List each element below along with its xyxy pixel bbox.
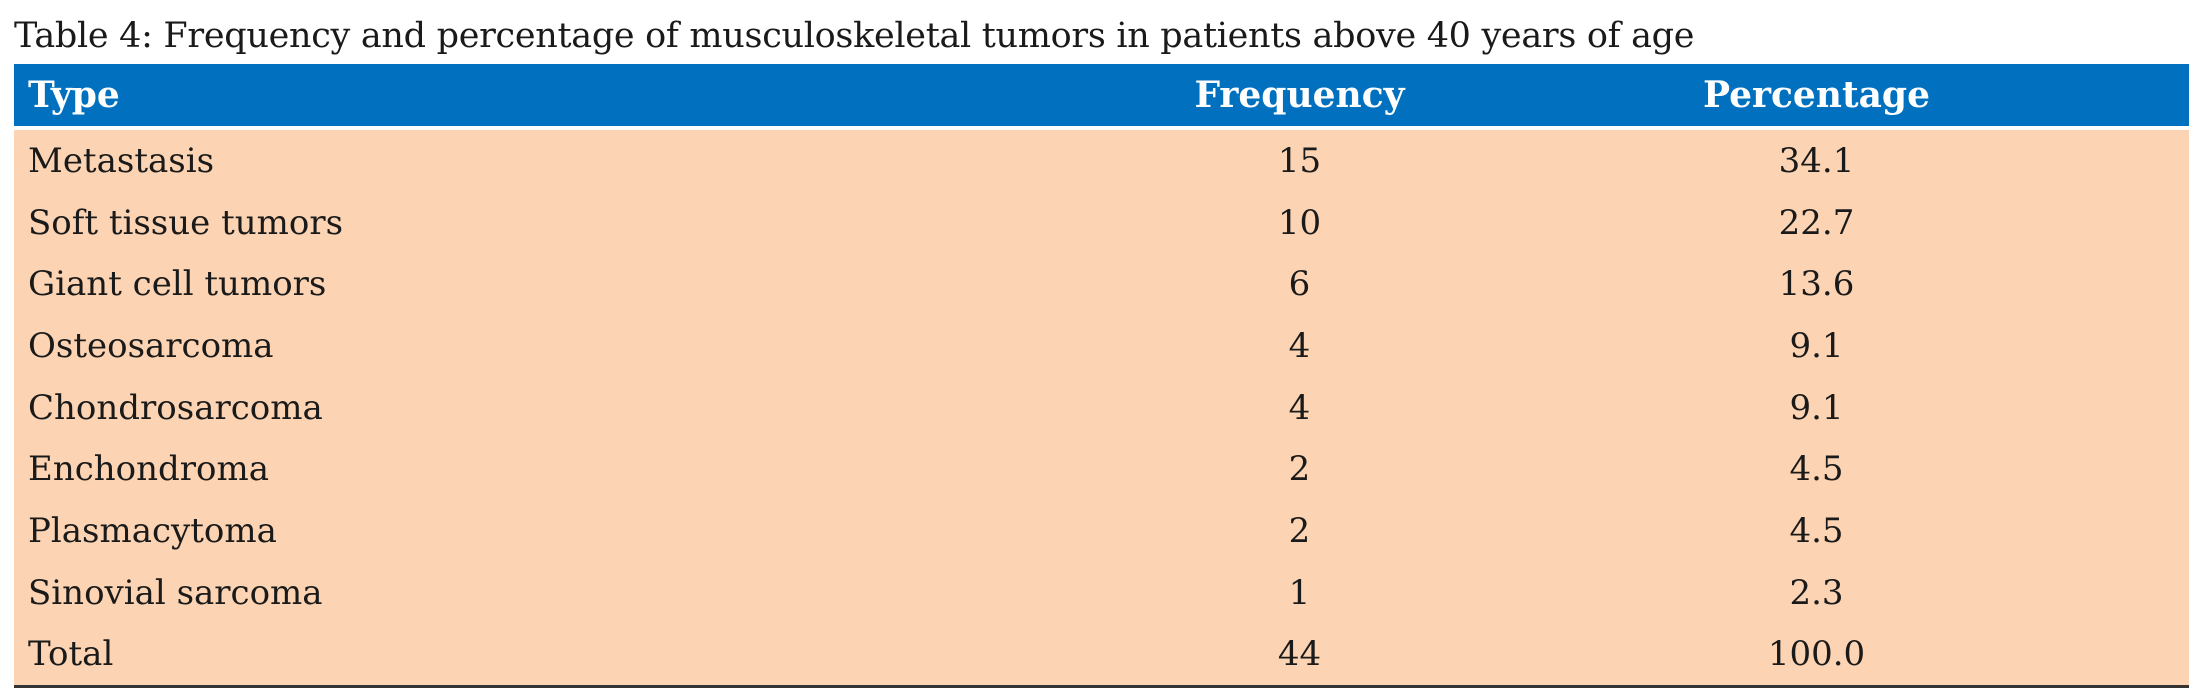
- cell-type: Giant cell tumors: [28, 264, 327, 305]
- cell-type: Enchondroma: [28, 449, 270, 490]
- cell-type: Sinovial sarcoma: [28, 572, 323, 613]
- cell-frequency: 1: [1288, 572, 1311, 613]
- cell-type: Osteosarcoma: [28, 325, 274, 366]
- cell-percentage: 34.1: [1778, 140, 1855, 181]
- table-row: Soft tissue tumors 10 22.7: [14, 192, 2189, 254]
- cell-percentage: 13.6: [1778, 264, 1855, 305]
- table-row-total: Total 44 100.0: [14, 624, 2189, 686]
- table-body: Metastasis 15 34.1 Soft tissue tumors 10…: [14, 130, 2189, 689]
- cell-percentage: 2.3: [1789, 572, 1844, 613]
- table-row: Enchondroma 2 4.5: [14, 438, 2189, 500]
- cell-frequency: 6: [1288, 264, 1311, 305]
- data-table: Type Frequency Percentage Metastasis 15 …: [14, 64, 2189, 689]
- cell-percentage: 9.1: [1789, 325, 1844, 366]
- cell-type: Chondrosarcoma: [28, 387, 323, 428]
- cell-frequency: 4: [1288, 387, 1311, 428]
- table-header-row: Type Frequency Percentage: [14, 64, 2189, 130]
- cell-percentage: 4.5: [1789, 510, 1844, 551]
- cell-percentage: 4.5: [1789, 449, 1844, 490]
- column-header-percentage: Percentage: [1702, 74, 1930, 116]
- table-row: Metastasis 15 34.1: [14, 130, 2189, 192]
- table-row: Giant cell tumors 6 13.6: [14, 253, 2189, 315]
- table-row: Chondrosarcoma 4 9.1: [14, 377, 2189, 439]
- cell-frequency: 44: [1277, 634, 1322, 675]
- column-header-type: Type: [28, 74, 120, 116]
- cell-frequency: 15: [1277, 140, 1322, 181]
- cell-frequency: 2: [1288, 510, 1311, 551]
- cell-frequency: 4: [1288, 325, 1311, 366]
- column-header-frequency: Frequency: [1194, 74, 1405, 116]
- table-row: Plasmacytoma 2 4.5: [14, 500, 2189, 562]
- cell-percentage: 9.1: [1789, 387, 1844, 428]
- cell-percentage: 22.7: [1778, 202, 1855, 243]
- cell-type: Metastasis: [28, 140, 215, 181]
- table-row: Sinovial sarcoma 1 2.3: [14, 562, 2189, 624]
- cell-percentage: 100.0: [1767, 634, 1866, 675]
- table-caption: Table 4: Frequency and percentage of mus…: [14, 16, 1695, 56]
- cell-type: Total: [28, 634, 114, 675]
- cell-type: Plasmacytoma: [28, 510, 277, 551]
- cell-frequency: 10: [1277, 202, 1322, 243]
- cell-frequency: 2: [1288, 449, 1311, 490]
- cell-type: Soft tissue tumors: [28, 202, 344, 243]
- table-row: Osteosarcoma 4 9.1: [14, 315, 2189, 377]
